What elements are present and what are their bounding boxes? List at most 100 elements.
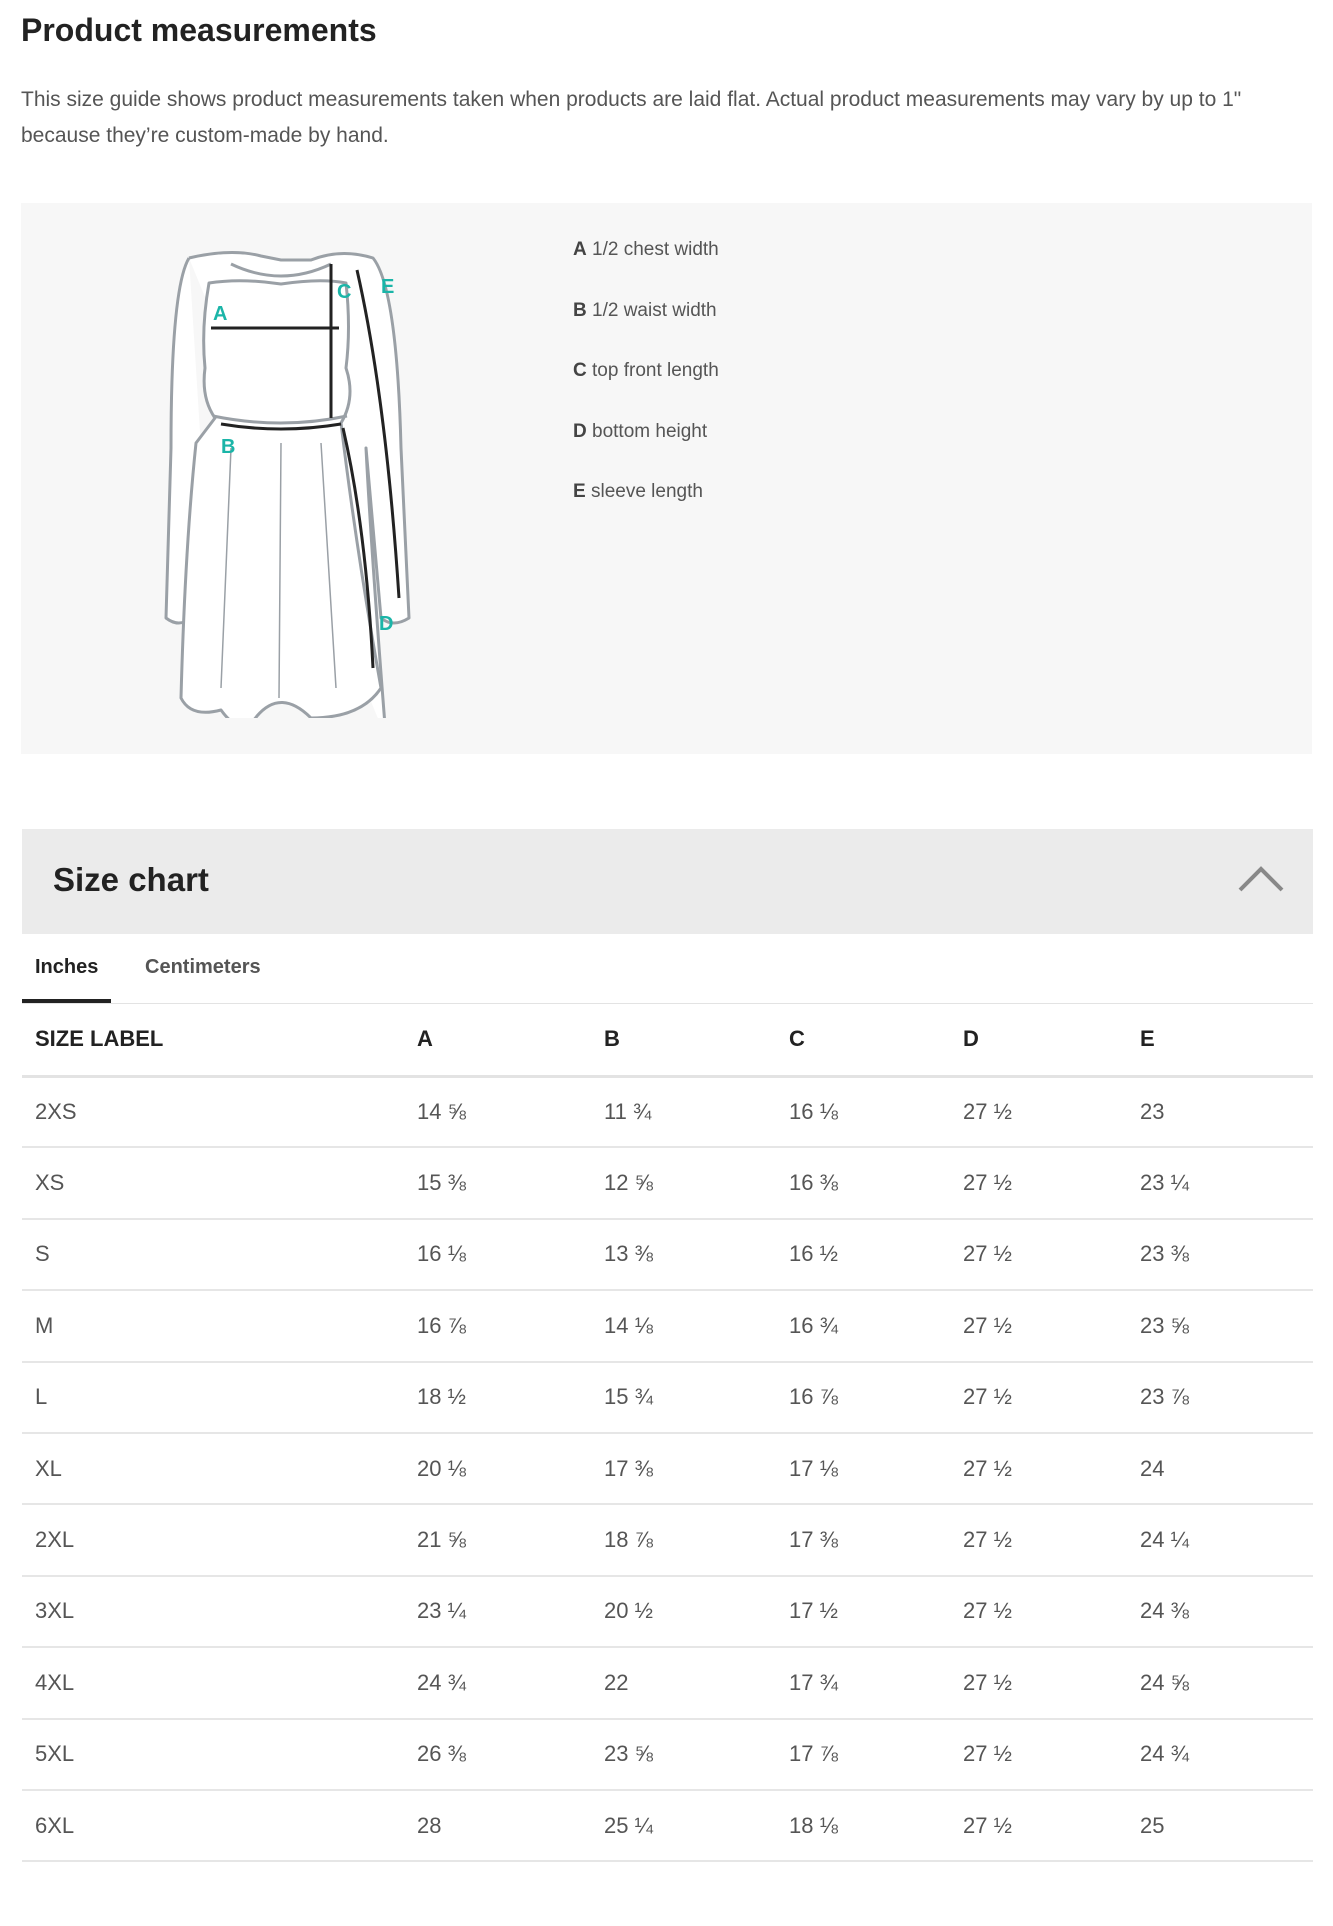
measurement-cell: 27 ½ [950,1504,1127,1577]
legend-text: sleeve length [590,481,703,502]
measurement-cell: 14 ⅝ [404,1076,591,1149]
column-header: E [1127,1004,1313,1078]
size-label-cell: 2XL [22,1504,404,1577]
legend-item: A 1/2 chest width [573,239,719,300]
measurement-cell: 18 ⅞ [591,1504,776,1577]
column-header: D [950,1004,1127,1078]
column-header: C [776,1004,950,1078]
measurement-cell: 18 ⅛ [776,1789,950,1863]
measurement-cell: 23 ⅝ [1127,1290,1313,1363]
tab-centimeters[interactable]: Centimeters [145,956,261,978]
measurement-cell: 23 ¼ [404,1575,591,1649]
size-label-cell: 6XL [22,1789,404,1863]
measurement-cell: 14 ⅛ [591,1290,776,1363]
measurement-cell: 27 ½ [950,1218,1127,1292]
measurement-cell: 17 ⅞ [776,1718,950,1791]
size-label-cell: S [22,1218,404,1292]
column-header: A [404,1004,591,1078]
chevron-up-icon[interactable] [1237,863,1285,893]
measurement-legend: A 1/2 chest width B 1/2 waist width C to… [573,239,719,542]
measurement-cell: 12 ⅝ [591,1147,776,1220]
measurement-cell: 21 ⅝ [404,1504,591,1577]
legend-key: E [573,481,586,502]
intro-text: This size guide shows product measuremen… [21,88,1242,147]
unit-tabs: Inches Centimeters [22,940,1313,1004]
measurement-cell: 23 ⅜ [1127,1218,1313,1292]
measurement-cell: 22 [591,1647,776,1720]
table-row: XL 20 ⅛ 17 ⅜ 17 ⅛ 27 ½ 24 [22,1432,1313,1506]
measurement-cell: 20 ½ [591,1575,776,1649]
size-label-cell: 4XL [22,1647,404,1720]
measurement-cell: 16 ⅞ [776,1361,950,1434]
measurement-cell: 23 ⅞ [1127,1361,1313,1434]
measurement-cell: 20 ⅛ [404,1432,591,1506]
measurement-cell: 27 ½ [950,1076,1127,1149]
measurement-cell: 24 ¼ [1127,1504,1313,1577]
measurement-cell: 25 [1127,1789,1313,1863]
table-row: M 16 ⅞ 14 ⅛ 16 ¾ 27 ½ 23 ⅝ [22,1290,1313,1363]
measurement-cell: 16 ½ [776,1218,950,1292]
page-title: Product measurements [21,12,377,48]
tab-inches[interactable]: Inches [22,956,112,1003]
measurement-cell: 26 ⅜ [404,1718,591,1791]
measurement-cell: 17 ⅜ [776,1504,950,1577]
legend-key: A [573,239,587,260]
measurement-cell: 27 ½ [950,1147,1127,1220]
size-label-cell: 2XS [22,1076,404,1149]
measurement-cell: 27 ½ [950,1361,1127,1434]
measurement-cell: 23 ⅝ [591,1718,776,1791]
size-chart-title: Size chart [53,861,209,898]
size-chart-table: SIZE LABEL A B C D E 2XS 14 ⅝ 11 ¾ 16 ⅛ 27 ½ 23 XS 1… [22,1004,1313,1863]
measurement-cell: 16 ⅛ [404,1218,591,1292]
measurement-cell: 27 ½ [950,1575,1127,1649]
table-row: 2XS 14 ⅝ 11 ¾ 16 ⅛ 27 ½ 23 [22,1076,1313,1149]
table-row: 2XL 21 ⅝ 18 ⅞ 17 ⅜ 27 ½ 24 ¼ [22,1504,1313,1577]
measurement-cell: 25 ¼ [591,1789,776,1863]
size-chart-header[interactable]: Size chart [22,829,1313,934]
column-header: B [591,1004,776,1078]
measurement-cell: 16 ⅜ [776,1147,950,1220]
label-d: D [379,613,393,635]
label-a: A [213,303,227,325]
measurement-cell: 15 ⅜ [404,1147,591,1220]
label-b: B [221,436,235,458]
table-row: S 16 ⅛ 13 ⅜ 16 ½ 27 ½ 23 ⅜ [22,1218,1313,1292]
table-header-row: SIZE LABEL A B C D E [22,1004,1313,1078]
measurement-cell: 23 [1127,1076,1313,1149]
measurement-cell: 17 ⅜ [591,1432,776,1506]
legend-key: B [573,299,587,321]
legend-key: D [573,420,587,442]
measurement-cell: 24 ¾ [1127,1718,1313,1791]
measurement-cell: 24 ⅝ [1127,1647,1313,1720]
measurement-cell: 17 ⅛ [776,1432,950,1506]
measurement-cell: 24 ⅜ [1127,1575,1313,1649]
measurement-guide: A B C D E A 1/2 chest width B 1/2 waist … [21,203,1312,754]
size-label-cell: 3XL [22,1575,404,1649]
measurement-cell: 16 ⅞ [404,1290,591,1363]
legend-item: D bottom height [573,421,719,482]
measurement-cell: 27 ½ [950,1647,1127,1720]
table-row: 4XL 24 ¾ 22 17 ¾ 27 ½ 24 ⅝ [22,1647,1313,1720]
measurement-cell: 15 ¾ [591,1361,776,1434]
measurement-cell: 27 ½ [950,1789,1127,1863]
measurement-cell: 11 ¾ [591,1076,776,1149]
measurement-cell: 16 ⅛ [776,1076,950,1149]
legend-item: E sleeve length [573,481,719,542]
measurement-cell: 18 ½ [404,1361,591,1434]
table-row: XS 15 ⅜ 12 ⅝ 16 ⅜ 27 ½ 23 ¼ [22,1147,1313,1220]
size-label-cell: XS [22,1147,404,1220]
column-header: SIZE LABEL [22,1004,404,1078]
legend-item: B 1/2 waist width [573,300,719,361]
legend-key: C [573,360,587,381]
table-row: 6XL 28 25 ¼ 18 ⅛ 27 ½ 25 [22,1789,1313,1863]
legend-text: top front length [592,360,719,381]
measurement-cell: 17 ¾ [776,1647,950,1720]
size-label-cell: XL [22,1432,404,1506]
table-row: 3XL 23 ¼ 20 ½ 17 ½ 27 ½ 24 ⅜ [22,1575,1313,1649]
measurement-cell: 27 ½ [950,1718,1127,1791]
measurement-cell: 28 [404,1789,591,1863]
label-c: C [337,281,351,303]
size-label-cell: 5XL [22,1718,404,1791]
size-label-cell: L [22,1361,404,1434]
legend-text: bottom height [592,420,708,442]
